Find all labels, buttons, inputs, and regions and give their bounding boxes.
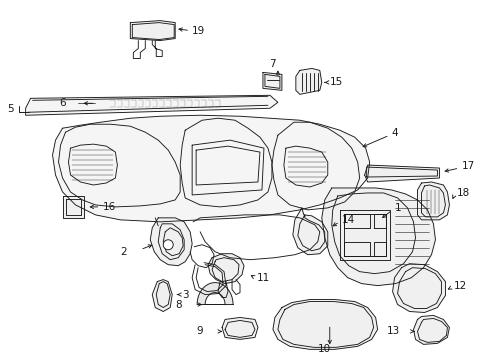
Polygon shape: [295, 68, 321, 94]
Text: 7: 7: [269, 59, 276, 69]
Polygon shape: [364, 165, 439, 182]
Polygon shape: [392, 264, 445, 312]
Polygon shape: [263, 72, 281, 90]
Polygon shape: [52, 115, 369, 222]
Polygon shape: [25, 95, 277, 115]
Polygon shape: [417, 182, 448, 220]
Text: 9: 9: [196, 327, 203, 336]
Text: 19: 19: [192, 26, 205, 36]
Polygon shape: [152, 280, 172, 311]
Polygon shape: [321, 188, 435, 285]
Polygon shape: [130, 21, 175, 41]
Text: 12: 12: [452, 280, 466, 291]
Polygon shape: [413, 315, 448, 345]
Text: 10: 10: [318, 345, 331, 354]
Polygon shape: [292, 208, 327, 255]
Text: 18: 18: [455, 188, 468, 198]
Polygon shape: [222, 318, 258, 339]
Polygon shape: [197, 283, 233, 305]
Text: 15: 15: [329, 77, 342, 87]
Text: 17: 17: [461, 161, 474, 171]
Text: 13: 13: [386, 327, 399, 336]
Text: 16: 16: [102, 202, 116, 212]
Text: 1: 1: [394, 203, 400, 213]
Text: 2: 2: [120, 247, 127, 257]
Text: 3: 3: [182, 289, 188, 300]
Polygon shape: [208, 254, 244, 284]
Text: 6: 6: [59, 98, 66, 108]
Text: 14: 14: [341, 215, 354, 225]
Polygon shape: [62, 196, 84, 218]
Text: 11: 11: [256, 273, 270, 283]
Text: 8: 8: [175, 300, 181, 310]
Text: 5: 5: [7, 104, 14, 114]
Polygon shape: [150, 218, 192, 266]
Polygon shape: [272, 300, 377, 349]
Text: 4: 4: [391, 128, 397, 138]
Circle shape: [163, 240, 173, 250]
